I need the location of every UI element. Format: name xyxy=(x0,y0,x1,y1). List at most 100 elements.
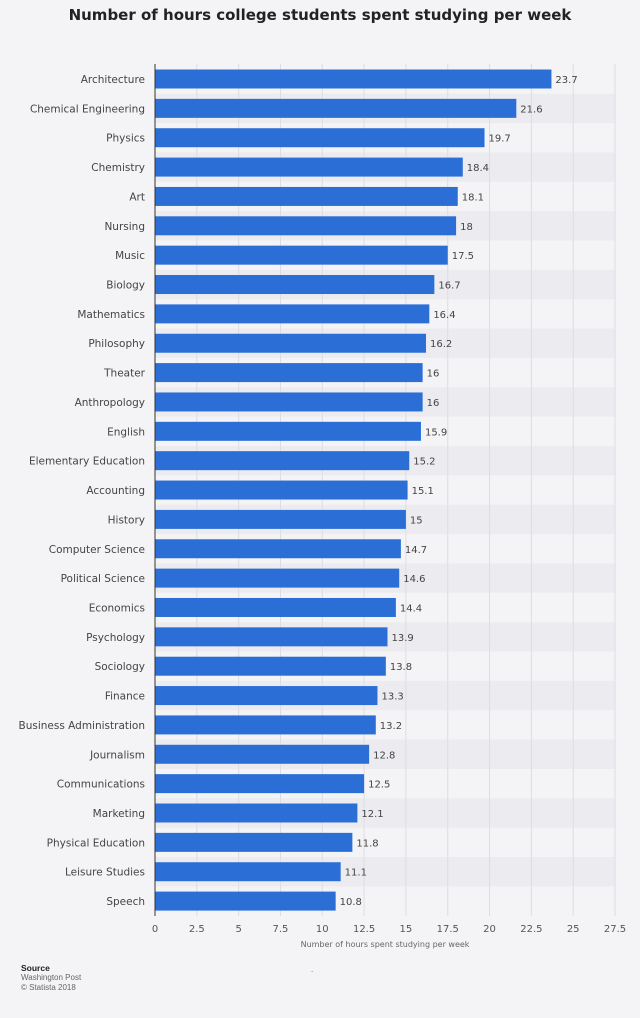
bar xyxy=(155,686,378,706)
bar xyxy=(155,245,448,265)
value-label: 12.5 xyxy=(368,780,390,791)
bar xyxy=(155,891,336,911)
value-label: 11.1 xyxy=(345,868,367,879)
category-label: Psychology xyxy=(86,632,145,644)
category-label: Anthropology xyxy=(75,397,145,409)
bar xyxy=(155,715,376,735)
category-label: Computer Science xyxy=(49,544,145,556)
value-label: 13.3 xyxy=(381,692,403,703)
value-label: 14.4 xyxy=(400,603,422,614)
x-tick-label: 0 xyxy=(152,924,158,935)
source-name: Washington Post xyxy=(21,973,82,982)
x-tick-label: 5 xyxy=(235,924,241,935)
x-axis-label: Number of hours spent studying per week xyxy=(301,940,470,949)
value-label: 16.2 xyxy=(430,339,452,350)
bar xyxy=(155,157,463,177)
category-label: Accounting xyxy=(86,485,145,497)
category-label: Music xyxy=(115,250,145,262)
bar xyxy=(155,98,517,118)
x-tick-label: 17.5 xyxy=(437,924,459,935)
bar xyxy=(155,451,410,471)
bars xyxy=(155,69,552,911)
category-label: Speech xyxy=(106,896,145,908)
value-label: 18.1 xyxy=(462,192,484,203)
bar xyxy=(155,128,485,148)
copyright: © Statista 2018 xyxy=(21,983,76,992)
value-label: 18 xyxy=(460,222,473,233)
value-label: 19.7 xyxy=(489,134,511,145)
bar xyxy=(155,539,401,559)
value-label: 15.1 xyxy=(412,486,434,497)
value-label: 11.8 xyxy=(356,838,378,849)
value-label: 15.2 xyxy=(413,457,435,468)
category-label: Biology xyxy=(106,280,145,292)
category-label: Business Administration xyxy=(19,720,145,732)
bar xyxy=(155,275,435,295)
category-label: Chemistry xyxy=(91,162,145,174)
x-tick-label: 27.5 xyxy=(604,924,626,935)
x-tick-label: 22.5 xyxy=(520,924,542,935)
value-label: 13.8 xyxy=(390,662,412,673)
bar xyxy=(155,69,552,89)
bar xyxy=(155,744,370,764)
value-label: 23.7 xyxy=(555,75,577,86)
x-tick-label: 2.5 xyxy=(189,924,205,935)
value-label: 16.7 xyxy=(438,281,460,292)
x-tick-label: 25 xyxy=(567,924,580,935)
category-label: Art xyxy=(129,191,145,203)
category-labels: Architecture Chemical Engineering Physics C… xyxy=(19,74,146,908)
x-tick-label: 20 xyxy=(483,924,496,935)
value-label: 10.8 xyxy=(340,897,362,908)
value-label: 17.5 xyxy=(452,251,474,262)
bar xyxy=(155,803,358,823)
category-label: Journalism xyxy=(89,749,145,761)
bar xyxy=(155,509,406,529)
bar xyxy=(155,186,458,206)
bar xyxy=(155,774,365,794)
bar xyxy=(155,333,426,353)
bar xyxy=(155,568,400,588)
chart-title: Number of hours college students spent s… xyxy=(68,6,572,24)
value-label: 14.7 xyxy=(405,545,427,556)
value-label: 16 xyxy=(427,369,440,380)
category-label: Physics xyxy=(106,133,145,145)
value-label: 15.9 xyxy=(425,427,447,438)
category-label: English xyxy=(107,426,145,438)
bar xyxy=(155,421,421,441)
bar xyxy=(155,862,341,882)
bar xyxy=(155,363,423,383)
category-label: Mathematics xyxy=(77,309,145,321)
bar xyxy=(155,832,353,852)
category-label: Finance xyxy=(105,691,145,703)
category-label: Political Science xyxy=(61,573,145,585)
category-label: Architecture xyxy=(81,74,145,86)
bar xyxy=(155,392,423,412)
category-label: Economics xyxy=(89,602,145,614)
value-label: 12.1 xyxy=(361,809,383,820)
category-label: Chemical Engineering xyxy=(30,103,145,115)
bar xyxy=(155,304,430,324)
bar-chart: Architecture Chemical Engineering Physics C… xyxy=(19,64,626,949)
category-label: Elementary Education xyxy=(29,456,145,468)
footer-dot: . xyxy=(311,965,314,974)
category-label: Theater xyxy=(103,368,146,380)
value-label: 16.4 xyxy=(433,310,455,321)
category-label: Nursing xyxy=(104,221,145,233)
category-label: Sociology xyxy=(95,661,145,673)
bar xyxy=(155,216,457,236)
x-tick-label: 10 xyxy=(316,924,329,935)
category-label: Philosophy xyxy=(88,338,145,350)
x-tick-label: 12.5 xyxy=(353,924,375,935)
bar xyxy=(155,597,396,617)
value-label: 14.6 xyxy=(403,574,425,585)
category-label: History xyxy=(108,514,145,526)
value-label: 21.6 xyxy=(520,104,542,115)
value-label: 18.4 xyxy=(467,163,489,174)
x-tick-labels: 0 2.5 5 7.5 10 12.5 15 17.5 20 22.5 25 27.5 xyxy=(152,924,626,935)
source-block: Source Washington Post © Statista 2018 xyxy=(21,963,81,993)
x-tick-label: 7.5 xyxy=(273,924,289,935)
value-label: 15 xyxy=(410,515,423,526)
x-tick-label: 15 xyxy=(400,924,413,935)
category-label: Communications xyxy=(57,779,145,791)
category-label: Physical Education xyxy=(47,837,145,849)
